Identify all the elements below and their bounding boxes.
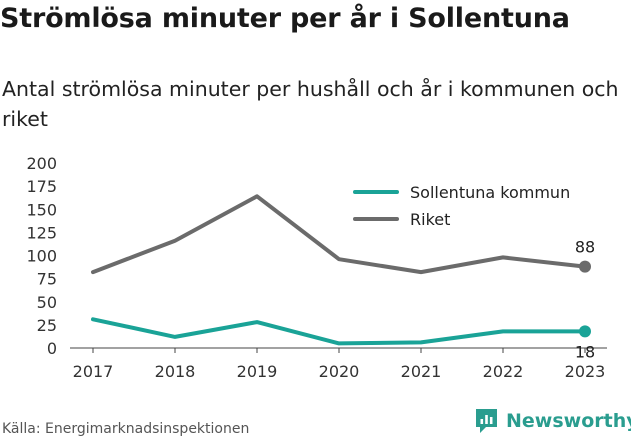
x-tick-label: 2023 <box>565 362 606 381</box>
line-chart: 0 25 50 75 100 125 150 175 200 2017 2018 2019 2020 20… <box>26 154 607 381</box>
legend-box <box>348 172 606 236</box>
series-end-dot <box>579 260 591 273</box>
data-label: 18 <box>575 342 595 361</box>
series-end-dot <box>579 325 591 338</box>
legend-label: Riket <box>410 210 450 229</box>
y-tick-label: 50 <box>37 293 57 312</box>
x-tick-label: 2017 <box>73 362 114 381</box>
x-tick-label: 2020 <box>319 362 360 381</box>
x-tick-label: 2019 <box>237 362 278 381</box>
x-tick-label: 2018 <box>155 362 196 381</box>
series-line <box>91 317 587 346</box>
x-tick-label: 2021 <box>401 362 442 381</box>
y-tick-label: 125 <box>26 223 57 242</box>
newsworthy-logo-icon <box>476 409 497 433</box>
source-note: Källa: Energimarknadsinspektionen <box>2 421 250 437</box>
data-label: 88 <box>575 238 595 257</box>
x-tick-label: 2022 <box>483 362 524 381</box>
y-tick-label: 200 <box>26 154 57 173</box>
legend-label: Sollentuna kommun <box>410 183 570 202</box>
brand-logo: Newsworthy <box>474 407 631 434</box>
y-tick-label: 75 <box>37 270 57 289</box>
y-tick-label: 0 <box>47 339 57 358</box>
y-tick-label: 100 <box>26 247 57 266</box>
chart-subtitle: Antal strömlösa minuter per hushåll och … <box>2 77 619 131</box>
series-line <box>91 194 587 275</box>
y-tick-label: 175 <box>26 177 57 196</box>
y-tick-label: 150 <box>26 200 57 219</box>
brand-name: Newsworthy <box>506 409 631 432</box>
chart-title: Strömlösa minuter per år i Sollentuna <box>0 3 570 34</box>
y-tick-label: 25 <box>37 316 57 335</box>
